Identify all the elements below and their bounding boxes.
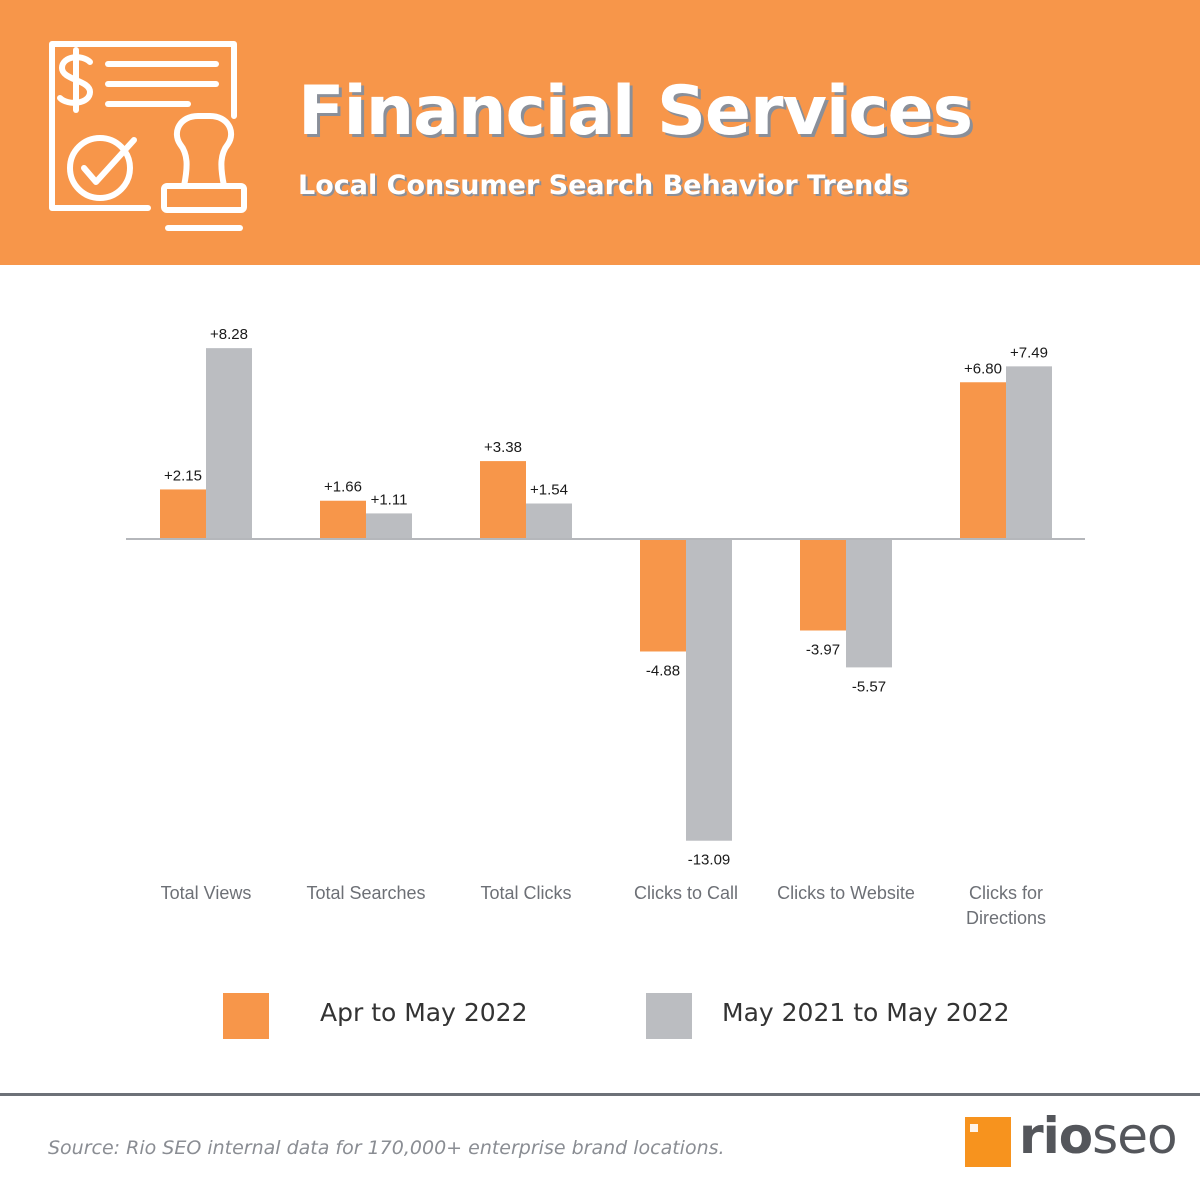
category-label: Clicks to Website — [777, 883, 915, 903]
logo-square-icon — [965, 1117, 1011, 1167]
legend-label-series1: Apr to May 2022 — [320, 998, 528, 1027]
bar-series1 — [960, 382, 1006, 539]
category-label: Clicks to Call — [634, 883, 738, 903]
data-label: +2.15 — [164, 467, 202, 484]
bar-series2 — [1006, 366, 1052, 539]
bar-series1 — [800, 539, 846, 631]
data-label: -5.57 — [852, 678, 886, 695]
category-label: Total Searches — [306, 883, 425, 903]
legend-swatch-series2 — [646, 993, 692, 1039]
category-label: Total Views — [161, 883, 252, 903]
data-label: -13.09 — [688, 852, 731, 869]
source-note: Source: Rio SEO internal data for 170,00… — [48, 1137, 725, 1159]
data-label: +8.28 — [210, 326, 248, 343]
data-label: +3.38 — [484, 439, 522, 456]
page-subtitle: Local Consumer Search Behavior Trends — [298, 170, 909, 201]
bar-series2 — [846, 539, 892, 668]
bar-series2 — [366, 513, 412, 539]
data-label: -4.88 — [646, 662, 680, 679]
bar-series1 — [320, 500, 366, 539]
data-label: +1.66 — [324, 479, 362, 496]
logo-text: rioseo — [1019, 1107, 1178, 1165]
footer-divider — [0, 1093, 1200, 1096]
data-label: +7.49 — [1010, 344, 1048, 361]
bar-chart: +2.15 +8.28 Total Views +1.66 +1.11 Total Sea… — [126, 326, 1085, 928]
financial-document-stamp-icon — [49, 41, 247, 231]
bar-series2 — [206, 348, 252, 539]
category-label: Total Clicks — [480, 883, 571, 903]
data-label: +1.11 — [371, 491, 408, 508]
data-label: +6.80 — [964, 360, 1002, 377]
bar-series1 — [480, 461, 526, 539]
category-label: Clicks for — [969, 883, 1043, 903]
data-label: +1.54 — [530, 482, 568, 499]
legend-swatch-series1 — [223, 993, 269, 1039]
rioseo-logo: rioseo — [965, 1107, 1185, 1175]
bar-series1 — [640, 539, 686, 652]
bar-series1 — [160, 489, 206, 539]
bar-series2 — [526, 503, 572, 539]
category-label: Directions — [966, 908, 1046, 928]
bar-series2 — [686, 539, 732, 841]
page-title: Financial Services — [298, 72, 973, 151]
data-label: -3.97 — [806, 642, 840, 659]
header-banner: Financial Services Local Consumer Search… — [0, 0, 1200, 265]
legend-label-series2: May 2021 to May 2022 — [722, 998, 1010, 1027]
